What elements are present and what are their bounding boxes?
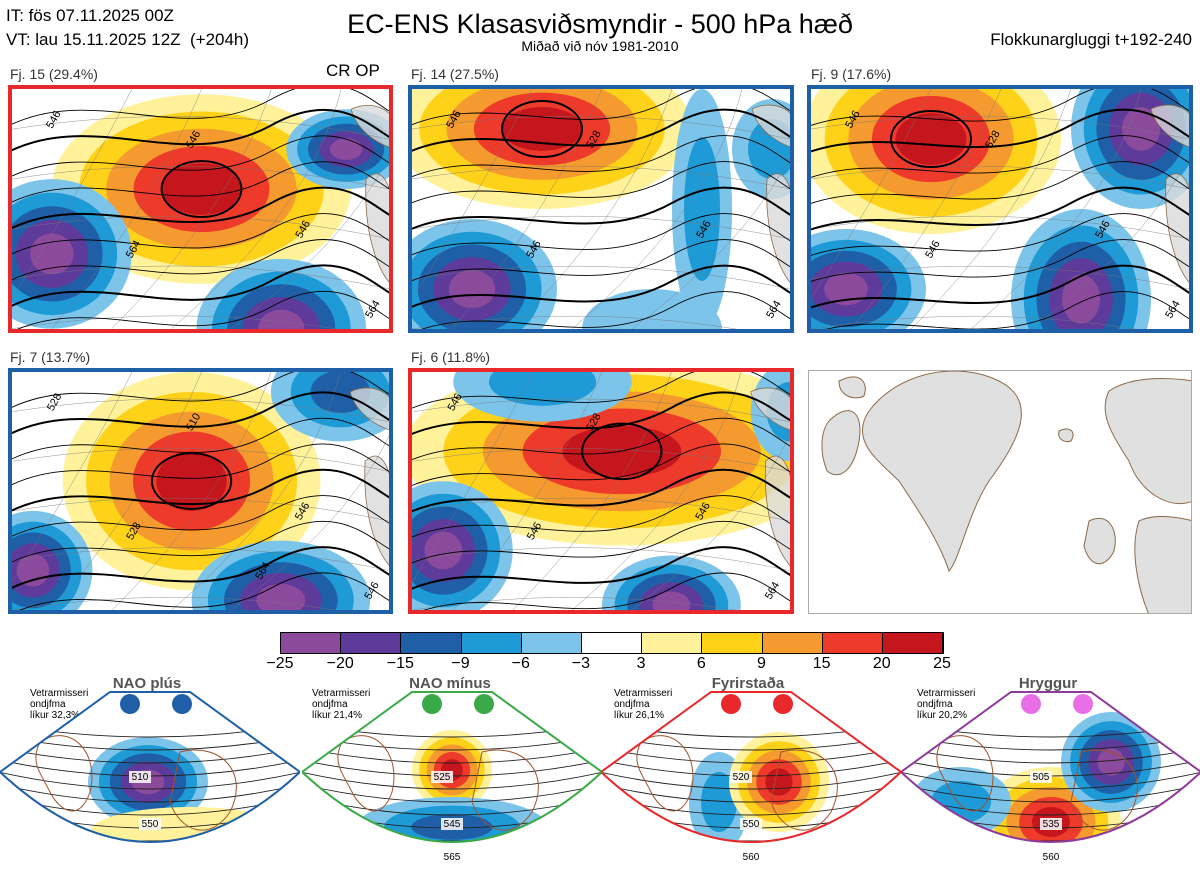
colorbar-tick: 25	[933, 655, 951, 672]
cluster-window: Flokkunargluggi t+192-240	[990, 30, 1192, 49]
page-subtitle: Miðað við nóv 1981-2010	[521, 38, 679, 54]
colorbar-tick: −25	[266, 655, 294, 672]
regime-map: 505 535 560	[901, 691, 1200, 863]
regime-contour-label: 550	[743, 819, 760, 830]
colorbar-segment	[581, 633, 643, 653]
regime-marker-dot	[1021, 694, 1041, 714]
colorbar-tick: −6	[511, 655, 530, 672]
regime-marker-dot	[721, 694, 741, 714]
colorbar-segment	[702, 633, 763, 653]
regime-marker-dot	[474, 694, 494, 714]
colorbar-tick: 9	[757, 655, 766, 672]
colorbar-tick: 6	[696, 655, 706, 672]
colorbar-tick: 3	[636, 655, 646, 672]
regime-note: Vetrarmisseri ondjfma líkur 32,3%	[30, 688, 89, 721]
cluster-map-panel: 546 528 546 546 564	[408, 368, 794, 614]
init-time: IT: fös 07.11.2025 00Z	[6, 6, 174, 25]
regime-contour-label: 525	[434, 772, 451, 783]
cluster-map-panel: 546 528 546 546 564	[408, 85, 794, 333]
colorbar-tick: 15	[812, 655, 831, 672]
cr-op-tag: CR OP	[326, 61, 380, 80]
regime-note: Vetrarmisseri ondjfma líkur 20,2%	[917, 688, 976, 721]
regime-contour-label: 565	[444, 852, 461, 863]
colorbar-segment	[642, 633, 703, 653]
cluster-label: Fj. 14 (27.5%)	[411, 66, 499, 82]
regime-contour-label: 505	[1033, 772, 1050, 783]
regime-title: Fyrirstaða	[711, 675, 785, 692]
reference-map	[808, 370, 1192, 614]
regime-contour-label: 510	[132, 772, 149, 783]
regime-marker-dot	[773, 694, 793, 714]
regime-note: Vetrarmisseri ondjfma líkur 26,1%	[614, 688, 673, 721]
colorbar	[280, 632, 944, 654]
regime-map: 510 550	[0, 691, 300, 843]
regime-map: 520 550 560	[601, 691, 901, 863]
regime-contour-label: 560	[1043, 852, 1060, 863]
regime-contour-label: 545	[444, 819, 461, 830]
regime-contour-label: 520	[733, 772, 750, 783]
colorbar-tick: −3	[571, 655, 591, 672]
regime-map: 525 545 565	[302, 691, 602, 863]
cluster-label: Fj. 7 (13.7%)	[10, 349, 91, 365]
regime-contour-label: 560	[743, 852, 760, 863]
colorbar-segment	[341, 633, 402, 653]
colorbar-tick: −15	[386, 655, 414, 672]
cluster-label: Fj. 15 (29.4%)	[10, 66, 98, 82]
regime-contour-label: 535	[1043, 819, 1060, 830]
colorbar-segment	[762, 633, 823, 653]
page-title: EC-ENS Klasasviðsmyndir - 500 hPa hæð	[347, 9, 853, 39]
regime-contour-label: 550	[142, 819, 159, 830]
cluster-map-panel: 528 510 528 546 546 564	[8, 368, 393, 614]
regime-note: Vetrarmisseri ondjfma líkur 21,4%	[312, 688, 371, 721]
regime-marker-dot	[120, 694, 140, 714]
regime-title: NAO mínus	[409, 675, 491, 692]
colorbar-segment	[461, 633, 522, 653]
cluster-map-panel: 546 546 564 546 564	[8, 85, 393, 333]
cluster-label: Fj. 6 (11.8%)	[411, 349, 491, 365]
regime-marker-dot	[1073, 694, 1093, 714]
colorbar-segment	[401, 633, 462, 653]
valid-time: VT: lau 15.11.2025 12Z (+204h)	[6, 30, 250, 49]
regime-marker-dot	[172, 694, 192, 714]
colorbar-tick: −20	[326, 655, 354, 672]
regime-title: NAO plús	[112, 675, 182, 692]
colorbar-tick: −9	[451, 655, 470, 672]
cluster-label: Fj. 9 (17.6%)	[811, 66, 892, 82]
cluster-map-panel: 546 528 546 546 564	[807, 85, 1193, 333]
colorbar-tick: 20	[872, 655, 891, 672]
regime-marker-dot	[422, 694, 442, 714]
regime-title: Hryggur	[1018, 675, 1078, 692]
colorbar-segment	[521, 633, 582, 653]
colorbar-segment	[882, 633, 944, 653]
colorbar-segment	[822, 633, 883, 653]
colorbar-segment	[281, 633, 342, 653]
